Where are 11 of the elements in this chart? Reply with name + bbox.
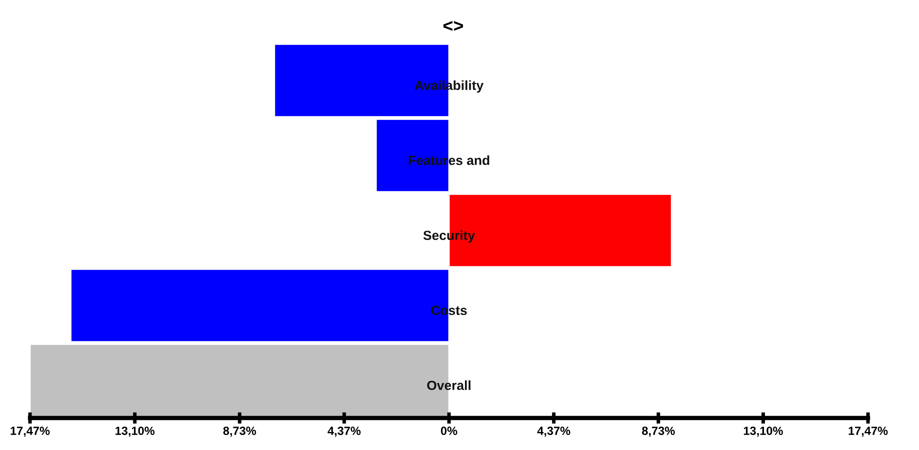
x-tick-label: 17,47%	[848, 426, 888, 437]
x-tick-label: 4,37%	[328, 426, 361, 437]
x-tick-label: 13,10%	[116, 426, 155, 437]
x-tick-label: 17,47%	[10, 426, 50, 437]
chart-title: <>	[443, 21, 463, 31]
x-tick-label: 8,73%	[223, 426, 256, 437]
x-tick-label: 13,10%	[744, 426, 783, 437]
x-tick-label: 4,37%	[537, 426, 570, 437]
y-tick-label: Overall	[427, 380, 470, 390]
x-tick-label: 0%	[440, 426, 458, 436]
x-tick-label: 8,73%	[642, 426, 675, 437]
